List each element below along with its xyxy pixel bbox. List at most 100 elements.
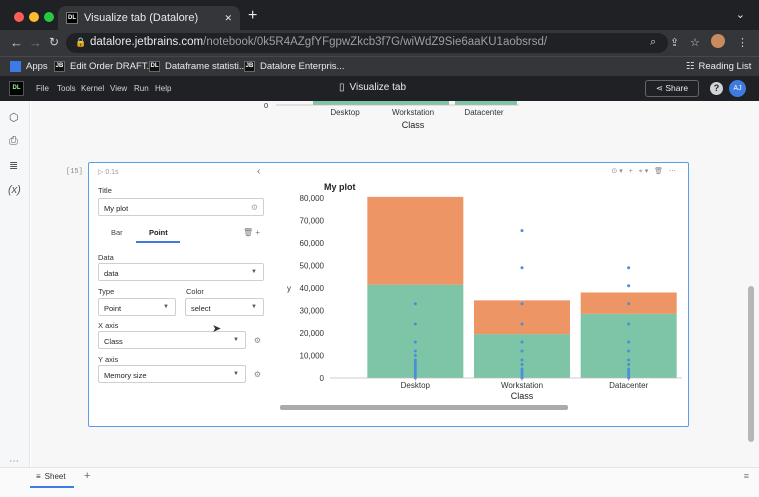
tab-search-chevron-icon[interactable]: ⌄ bbox=[735, 9, 745, 21]
type-select-value: Point bbox=[104, 304, 122, 313]
app-menu-bar: DL File Tools Kernel View Run Help ▯ Visu… bbox=[0, 76, 759, 101]
bookmark-icon: ▯ bbox=[339, 82, 345, 93]
data-point bbox=[413, 363, 417, 366]
layer-delete-add-icons[interactable]: 🗑 + bbox=[243, 228, 261, 237]
packages-icon[interactable]: ⬡ bbox=[9, 112, 19, 124]
sheet-tab-label: Sheet bbox=[44, 472, 66, 481]
color-select[interactable]: select ▼ bbox=[185, 298, 264, 316]
data-point bbox=[520, 363, 524, 366]
bookmark-star-icon[interactable]: ☆ bbox=[690, 37, 700, 49]
prev-bar bbox=[313, 101, 383, 105]
url-path: /notebook/0k5R4AZgfYFgpwZkcb3f7G/wiWdZ9S… bbox=[203, 36, 548, 48]
x-tick-label: Datacenter bbox=[609, 381, 648, 390]
menu-run[interactable]: Run bbox=[134, 84, 149, 93]
y-tick-label: 50,000 bbox=[300, 262, 325, 271]
bookmark-label: Dataframe statisti... bbox=[165, 61, 247, 72]
data-point bbox=[413, 358, 417, 362]
share-page-icon[interactable]: ⇪ bbox=[670, 37, 680, 49]
browser-tab[interactable]: DL Visualize tab (Datalore) ✕ bbox=[58, 6, 240, 30]
sheet-tab-indicator bbox=[30, 486, 74, 488]
close-window-icon[interactable] bbox=[14, 12, 24, 22]
settings-gear-icon[interactable]: ⚙ bbox=[250, 203, 258, 212]
type-select[interactable]: Point ▼ bbox=[98, 298, 176, 316]
variables-icon[interactable]: (x) bbox=[8, 184, 21, 196]
notebook-title[interactable]: ▯ Visualize tab bbox=[339, 82, 406, 93]
collapse-panel-icon[interactable]: ‹ bbox=[257, 166, 261, 177]
data-point bbox=[627, 363, 631, 366]
data-point bbox=[520, 372, 524, 375]
reload-icon[interactable]: ↻ bbox=[49, 35, 60, 49]
prev-zero-tick: 0 bbox=[264, 101, 268, 110]
sheet-icon: ≡ bbox=[36, 472, 41, 481]
bookmark-dataframe[interactable]: DL Dataframe statisti... bbox=[149, 61, 247, 72]
user-avatar[interactable]: AJ bbox=[729, 80, 746, 97]
data-point bbox=[627, 266, 631, 270]
plot-chart: My plot 0 10,000 20,000 30,000 40,000 50,000 60… bbox=[287, 182, 682, 401]
more-icon[interactable]: ⋯ bbox=[9, 456, 19, 467]
share-button[interactable]: ⋖ Share bbox=[645, 80, 699, 97]
menu-kernel[interactable]: Kernel bbox=[81, 84, 105, 93]
menu-file[interactable]: File bbox=[36, 84, 49, 93]
layer-tab-point[interactable]: Point bbox=[149, 228, 168, 237]
data-label: Data bbox=[98, 253, 114, 262]
help-icon[interactable]: ? bbox=[710, 82, 723, 95]
prev-x-axis-label: Class bbox=[402, 120, 425, 130]
browser-menu-icon[interactable]: ⋮ bbox=[737, 37, 748, 49]
type-label: Type bbox=[98, 287, 115, 296]
data-point bbox=[627, 349, 631, 353]
menu-tools[interactable]: Tools bbox=[57, 84, 76, 93]
reading-list-label: Reading List bbox=[698, 61, 752, 72]
menu-help[interactable]: Help bbox=[155, 84, 172, 93]
profile-avatar-icon[interactable] bbox=[711, 34, 725, 48]
color-label: Color bbox=[186, 287, 204, 296]
menu-view[interactable]: View bbox=[110, 84, 128, 93]
share-label: Share bbox=[665, 83, 689, 93]
bookmark-edit-order[interactable]: JB Edit Order DRAFT... bbox=[54, 61, 154, 72]
data-point bbox=[413, 374, 417, 378]
forward-arrow-icon[interactable]: → bbox=[29, 35, 42, 50]
x-tick-label: Desktop bbox=[401, 381, 431, 390]
bookmark-apps[interactable]: Apps bbox=[10, 61, 48, 72]
zoom-icon[interactable]: ⌕ bbox=[650, 36, 657, 48]
y-axis-select[interactable]: Memory size ▼ ⚙ bbox=[98, 365, 261, 383]
maximize-window-icon[interactable] bbox=[44, 12, 54, 22]
data-point bbox=[520, 369, 524, 373]
x-axis-settings-gear-icon[interactable]: ⚙ bbox=[253, 336, 261, 345]
y-axis-settings-gear-icon[interactable]: ⚙ bbox=[253, 370, 261, 379]
data-point bbox=[520, 266, 524, 270]
previous-chart-fragment: 0 Desktop Workstation Datacenter Class bbox=[264, 101, 519, 130]
title-input[interactable]: My plot ⚙ bbox=[98, 198, 264, 216]
datalore-logo-icon[interactable]: DL bbox=[9, 81, 24, 96]
new-tab-button[interactable]: + bbox=[248, 7, 258, 24]
datalore-favicon-icon: DL bbox=[66, 12, 78, 24]
add-sheet-button[interactable]: + bbox=[84, 470, 91, 482]
mouse-cursor-icon: ➤ bbox=[212, 323, 222, 335]
x-axis-select[interactable]: Class ▼ ⚙ bbox=[98, 331, 261, 349]
cell-number: [15] bbox=[66, 168, 83, 176]
chevron-down-icon: ▼ bbox=[233, 337, 239, 343]
notebook-scrollbar[interactable] bbox=[748, 286, 754, 442]
back-arrow-icon[interactable]: ← bbox=[10, 35, 23, 50]
data-point bbox=[413, 349, 417, 353]
tab-close-icon[interactable]: ✕ bbox=[224, 12, 232, 23]
reading-list-button[interactable]: ☷ Reading List bbox=[686, 61, 751, 72]
data-select[interactable]: data ▼ bbox=[98, 263, 264, 281]
sheet-tab[interactable]: ≡ Sheet bbox=[36, 472, 66, 481]
data-point bbox=[520, 302, 524, 306]
data-point bbox=[520, 229, 524, 233]
x-axis-label: X axis bbox=[98, 321, 119, 330]
url-input[interactable]: 🔒 datalore.jetbrains.com/notebook/0k5R4A… bbox=[66, 33, 668, 53]
outline-icon[interactable]: ≣ bbox=[9, 160, 19, 172]
color-select-value: select bbox=[191, 304, 211, 313]
menu-lines-icon[interactable]: ≡ bbox=[743, 471, 749, 481]
y-tick-label: 10,000 bbox=[300, 352, 325, 361]
cell-toolbar-icons[interactable]: ⊙▾ + ⌖▾ 🗑 ⋯ bbox=[611, 168, 678, 175]
data-point bbox=[413, 365, 417, 369]
bar-segment bbox=[474, 300, 570, 335]
bookmark-datalore-enterprise[interactable]: JB Datalore Enterpris... bbox=[244, 61, 344, 72]
layer-tab-bar[interactable]: Bar bbox=[111, 228, 123, 237]
minimize-window-icon[interactable] bbox=[29, 12, 39, 22]
chart-horizontal-scrollbar[interactable] bbox=[280, 405, 568, 410]
attachments-icon[interactable]: ⎙ bbox=[9, 135, 18, 147]
reading-list-icon: ☷ bbox=[686, 61, 695, 72]
